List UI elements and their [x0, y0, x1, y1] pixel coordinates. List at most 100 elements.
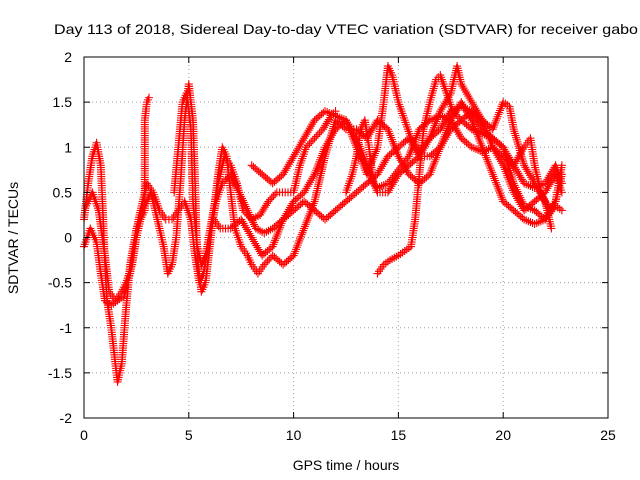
- data-point-track-g: [386, 256, 395, 265]
- data-point-track-f: [349, 134, 358, 143]
- data-point-track-e: [436, 125, 445, 134]
- data-point-track-e: [319, 147, 328, 156]
- data-point-track-g: [471, 127, 480, 136]
- data-point-track-b: [379, 160, 388, 169]
- data-point-track-e: [282, 209, 291, 218]
- data-point-track-e: [461, 104, 470, 113]
- data-point-track-h: [410, 137, 419, 146]
- data-point-track-b: [499, 161, 508, 170]
- data-point-track-a: [522, 216, 531, 225]
- data-point-track-a: [295, 236, 304, 245]
- data-point-track-e: [275, 223, 284, 232]
- data-point-track-h: [449, 120, 458, 129]
- data-point-track-f: [294, 144, 303, 153]
- data-point-track-e: [320, 145, 329, 154]
- data-point-track-a: [484, 159, 493, 168]
- y-tick-label: -0.5: [48, 275, 72, 291]
- data-point-track-g: [509, 179, 518, 188]
- data-point-track-a: [290, 249, 299, 258]
- data-point-track-f: [472, 106, 481, 115]
- data-point-track-a: [303, 216, 312, 225]
- data-point-track-d: [242, 210, 251, 219]
- data-point-track-a: [427, 166, 436, 175]
- data-point-track-f: [358, 159, 367, 168]
- data-point-track-f: [280, 168, 289, 177]
- data-point-track-g: [518, 197, 527, 206]
- data-point-track-g: [524, 203, 533, 212]
- data-point-track-h: [438, 112, 447, 121]
- data-point-track-b: [381, 156, 390, 165]
- data-point-track-h: [373, 183, 382, 192]
- data-point-track-h: [377, 182, 386, 191]
- data-point-track-e: [272, 232, 281, 241]
- data-point-track-e: [311, 168, 320, 177]
- data-point-track-f: [343, 120, 352, 129]
- data-point-track-a: [477, 141, 486, 150]
- data-point-track-g: [484, 132, 493, 141]
- data-point-track-g: [520, 201, 529, 210]
- data-point-track-g: [553, 203, 562, 212]
- data-point-track-e: [278, 217, 287, 226]
- data-point-track-a: [530, 219, 539, 228]
- data-point-track-f: [325, 108, 334, 117]
- data-point-track-h: [474, 145, 483, 154]
- data-point-track-b: [376, 164, 385, 173]
- data-point-track-e: [512, 165, 521, 174]
- data-point-track-a: [489, 172, 498, 181]
- data-point-track-f: [323, 108, 332, 117]
- data-point-track-f: [428, 127, 437, 136]
- data-point-track-e: [545, 171, 554, 180]
- data-point-track-h: [403, 154, 412, 163]
- data-point-track-f: [425, 134, 434, 143]
- data-point-track-f: [335, 113, 344, 122]
- data-point-track-e: [276, 221, 285, 230]
- data-point-track-f: [460, 86, 469, 95]
- data-point-track-a: [426, 168, 435, 177]
- data-point-track-h: [406, 148, 415, 157]
- data-point-track-g: [526, 204, 535, 213]
- data-point-track-f: [465, 94, 474, 103]
- data-point-track-a: [386, 131, 395, 140]
- data-point-track-a: [298, 228, 307, 237]
- data-point-track-g: [392, 252, 401, 261]
- data-point-track-e: [385, 186, 394, 195]
- data-point-track-h: [450, 122, 459, 131]
- data-point-track-f: [513, 137, 522, 146]
- data-point-track-h: [538, 192, 547, 201]
- data-point-track-f: [426, 132, 435, 141]
- data-point-track-g: [396, 250, 405, 259]
- data-point-track-e: [317, 151, 326, 160]
- data-point-track-f: [342, 118, 351, 127]
- data-point-track-e: [302, 184, 311, 193]
- data-point-track-b: [498, 159, 507, 168]
- data-point-track-b: [100, 296, 109, 305]
- data-point-track-e: [240, 221, 249, 230]
- data-point-track-e: [273, 230, 282, 239]
- data-point-track-e: [544, 173, 553, 182]
- data-point-track-h: [425, 116, 434, 125]
- data-point-track-e: [317, 153, 326, 162]
- data-point-track-f: [461, 88, 470, 97]
- x-tick-label: 20: [495, 427, 511, 443]
- data-point-track-e: [316, 155, 325, 164]
- data-point-track-e: [322, 141, 331, 150]
- data-point-track-h: [471, 145, 480, 154]
- data-point-track-g: [450, 108, 459, 117]
- data-point-track-f: [473, 108, 482, 117]
- data-point-track-g: [474, 127, 483, 136]
- data-point-track-e: [268, 242, 277, 251]
- data-point-track-a: [301, 220, 310, 229]
- data-point-track-h: [480, 146, 489, 155]
- data-point-track-a: [520, 215, 529, 224]
- data-point-track-f: [439, 101, 448, 110]
- data-point-track-f: [346, 128, 355, 137]
- data-point-track-f: [429, 125, 438, 134]
- data-point-track-f: [303, 128, 312, 137]
- data-point-track-a: [524, 217, 533, 226]
- data-point-track-f: [298, 136, 307, 145]
- data-point-track-f: [458, 82, 467, 91]
- data-point-track-b: [253, 225, 262, 234]
- data-point-track-h: [469, 144, 478, 153]
- data-point-track-d: [310, 134, 319, 143]
- data-point-track-f: [356, 153, 365, 162]
